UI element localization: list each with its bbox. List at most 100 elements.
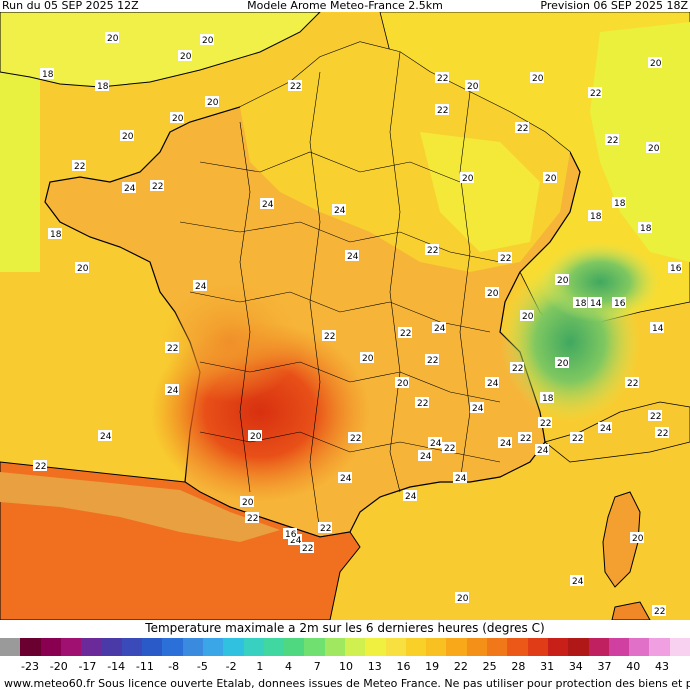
temp-label: 22 <box>318 522 332 534</box>
scale-tick-label: 16 <box>396 660 411 673</box>
scale-tick-label: -14 <box>107 660 126 673</box>
svg-text:20: 20 <box>250 432 262 442</box>
scale-tick-label: 10 <box>339 660 353 673</box>
footer-credit: www.meteo60.fr Sous licence ouverte Etal… <box>4 677 690 690</box>
scale-tick-label: 43 <box>655 660 669 673</box>
run-time-label: Run du 05 SEP 2025 12Z <box>2 0 139 12</box>
temp-label: 24 <box>570 575 584 587</box>
scale-swatch <box>60 638 82 656</box>
scale-swatch <box>223 638 245 656</box>
svg-text:24: 24 <box>334 206 346 216</box>
temp-label: 24 <box>98 430 112 442</box>
temp-label: 22 <box>322 330 336 342</box>
temp-label: 24 <box>165 384 179 396</box>
scale-swatch <box>568 638 590 656</box>
svg-text:24: 24 <box>430 439 442 449</box>
corsica-land <box>602 491 641 588</box>
svg-text:22: 22 <box>572 434 583 444</box>
temp-label: 24 <box>535 444 549 456</box>
svg-text:24: 24 <box>100 432 112 442</box>
temp-label: 22 <box>425 354 439 366</box>
scale-swatch <box>40 638 62 656</box>
temp-label: 22 <box>515 122 529 134</box>
scale-swatch <box>629 638 650 656</box>
forecast-time-label: Prevision 06 SEP 2025 18Z <box>540 0 688 12</box>
temp-label: 22 <box>538 417 552 429</box>
model-title: Modele Arome Meteo-France 2.5km <box>247 0 443 12</box>
scale-swatch <box>324 638 346 656</box>
svg-text:20: 20 <box>107 34 119 44</box>
scale-tick-label: 37 <box>597 660 612 673</box>
svg-text:20: 20 <box>648 144 660 154</box>
svg-text:22: 22 <box>590 89 601 99</box>
svg-text:22: 22 <box>74 162 85 172</box>
svg-text:24: 24 <box>487 379 499 389</box>
svg-text:24: 24 <box>290 536 302 546</box>
temp-label: 24 <box>453 472 467 484</box>
scale-swatch <box>365 638 387 656</box>
svg-text:22: 22 <box>657 429 668 439</box>
temp-label: 18 <box>540 392 554 404</box>
scale-swatch <box>547 638 569 656</box>
sardinia-land <box>611 601 651 620</box>
svg-text:14: 14 <box>652 324 664 334</box>
svg-text:22: 22 <box>324 332 335 342</box>
svg-text:24: 24 <box>347 252 359 262</box>
temp-label: 24 <box>432 322 446 334</box>
svg-text:24: 24 <box>195 282 207 292</box>
scale-swatch <box>345 638 366 656</box>
scale-tick-label: 1 <box>256 660 264 673</box>
temp-label: 20 <box>248 430 262 442</box>
temp-label: 24 <box>338 472 352 484</box>
svg-text:20: 20 <box>557 276 569 286</box>
temp-label: 20 <box>205 96 219 108</box>
england-land <box>0 12 321 88</box>
temp-label: 20 <box>170 112 184 124</box>
svg-text:22: 22 <box>350 434 361 444</box>
svg-text:20: 20 <box>362 354 374 364</box>
legend-title: Temperature maximale a 2m sur les 6 dern… <box>145 621 545 635</box>
temp-label: 22 <box>442 442 456 454</box>
scale-swatch <box>162 638 184 656</box>
svg-text:24: 24 <box>124 184 136 194</box>
svg-text:16: 16 <box>285 530 297 540</box>
svg-text:22: 22 <box>400 329 411 339</box>
scale-swatch <box>487 638 508 656</box>
temp-label: 18 <box>573 297 587 309</box>
svg-text:22: 22 <box>650 412 661 422</box>
temp-label: 22 <box>510 362 524 374</box>
temp-label: 24 <box>485 377 499 389</box>
temp-label: 18 <box>588 210 602 222</box>
temp-label: 24 <box>288 534 302 546</box>
svg-text:22: 22 <box>540 419 551 429</box>
temp-label: 20 <box>240 496 254 508</box>
svg-text:20: 20 <box>457 594 469 604</box>
temp-label: 20 <box>75 262 89 274</box>
scale-swatch <box>608 638 630 656</box>
temperature-map: 20 18 18 20 20 20 22 22 20 22 22 20 22 2… <box>0 12 690 620</box>
svg-text:22: 22 <box>427 246 438 256</box>
temp-label: 20 <box>460 172 474 184</box>
svg-text:22: 22 <box>167 344 178 354</box>
svg-text:22: 22 <box>320 524 331 534</box>
svg-text:22: 22 <box>247 514 258 524</box>
temp-label: 20 <box>455 592 469 604</box>
svg-text:22: 22 <box>290 82 301 92</box>
germany-cool-area <box>590 22 690 262</box>
scale-tick-label: 34 <box>568 660 583 673</box>
svg-text:20: 20 <box>467 82 479 92</box>
temp-label: 22 <box>415 397 429 409</box>
pyrenees-area <box>0 472 280 542</box>
svg-text:20: 20 <box>202 36 214 46</box>
temp-label: 18 <box>40 68 54 80</box>
svg-text:20: 20 <box>462 174 474 184</box>
scale-swatch <box>649 638 671 656</box>
temp-label: 24 <box>403 490 417 502</box>
temp-label: 22 <box>398 327 412 339</box>
svg-text:22: 22 <box>427 356 438 366</box>
svg-text:16: 16 <box>614 299 626 309</box>
svg-text:24: 24 <box>455 474 467 484</box>
svg-text:18: 18 <box>614 199 626 209</box>
scale-swatch <box>507 638 529 656</box>
temp-label: 20 <box>555 357 569 369</box>
